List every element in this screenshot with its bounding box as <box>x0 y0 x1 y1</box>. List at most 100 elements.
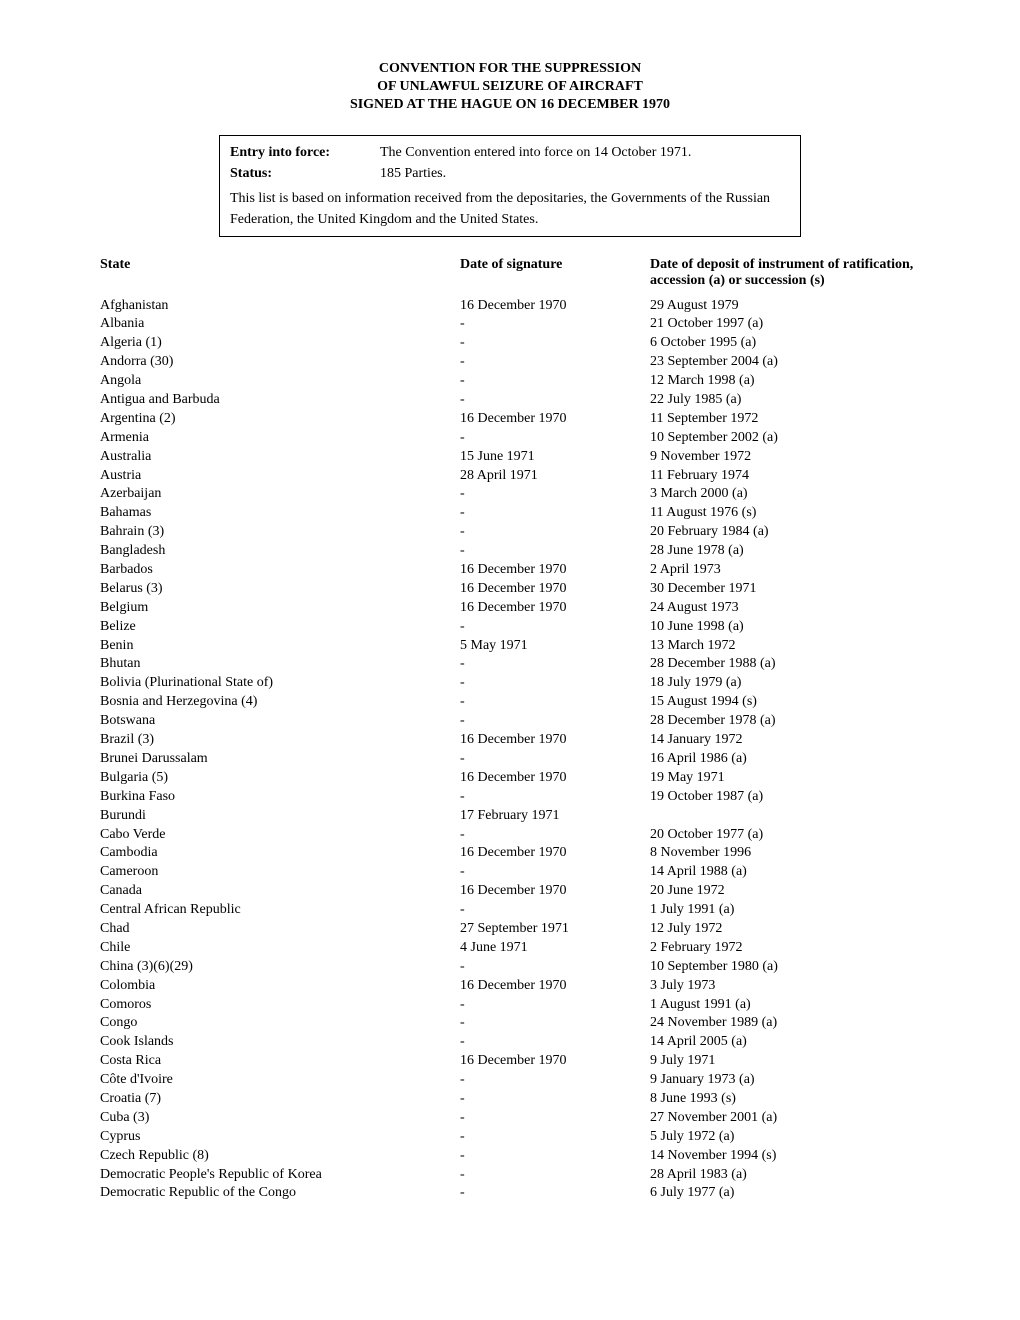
cell-deposit: 11 August 1976 (s) <box>650 504 920 523</box>
cell-signature: - <box>460 523 650 542</box>
cell-deposit: 14 November 1994 (s) <box>650 1147 920 1166</box>
cell-signature: 16 December 1970 <box>460 1052 650 1071</box>
cell-deposit: 24 November 1989 (a) <box>650 1014 920 1033</box>
cell-state: Belize <box>100 618 460 637</box>
cell-signature: 16 December 1970 <box>460 882 650 901</box>
document-title: CONVENTION FOR THE SUPPRESSION OF UNLAWF… <box>100 60 920 115</box>
cell-signature: 16 December 1970 <box>460 410 650 429</box>
table-row: Burkina Faso-19 October 1987 (a) <box>100 788 920 807</box>
table-row: Bangladesh-28 June 1978 (a) <box>100 542 920 561</box>
table-row: Bulgaria (5)16 December 197019 May 1971 <box>100 769 920 788</box>
table-row: China (3)(6)(29)-10 September 1980 (a) <box>100 958 920 977</box>
title-line-1: CONVENTION FOR THE SUPPRESSION <box>100 60 920 78</box>
table-row: Austria28 April 197111 February 1974 <box>100 467 920 486</box>
cell-signature: - <box>460 542 650 561</box>
cell-state: Bangladesh <box>100 542 460 561</box>
cell-signature: - <box>460 315 650 334</box>
cell-state: Cuba (3) <box>100 1109 460 1128</box>
cell-deposit: 28 December 1988 (a) <box>650 655 920 674</box>
cell-signature: 16 December 1970 <box>460 561 650 580</box>
cell-deposit: 3 July 1973 <box>650 977 920 996</box>
cell-state: Costa Rica <box>100 1052 460 1071</box>
table-row: Congo-24 November 1989 (a) <box>100 1014 920 1033</box>
cell-signature: - <box>460 485 650 504</box>
cell-deposit: 10 September 1980 (a) <box>650 958 920 977</box>
cell-state: Cabo Verde <box>100 826 460 845</box>
table-row: Belgium16 December 197024 August 1973 <box>100 599 920 618</box>
table-body: Afghanistan16 December 197029 August 197… <box>100 297 920 1204</box>
entry-into-force-value: The Convention entered into force on 14 … <box>380 142 790 163</box>
cell-deposit: 1 August 1991 (a) <box>650 996 920 1015</box>
table-row: Canada16 December 197020 June 1972 <box>100 882 920 901</box>
cell-deposit: 24 August 1973 <box>650 599 920 618</box>
cell-signature: - <box>460 788 650 807</box>
cell-deposit: 11 February 1974 <box>650 467 920 486</box>
cell-state: Bahrain (3) <box>100 523 460 542</box>
cell-deposit: 19 May 1971 <box>650 769 920 788</box>
cell-deposit: 12 July 1972 <box>650 920 920 939</box>
cell-deposit: 16 April 1986 (a) <box>650 750 920 769</box>
cell-deposit: 18 July 1979 (a) <box>650 674 920 693</box>
cell-signature: - <box>460 504 650 523</box>
cell-signature: - <box>460 1109 650 1128</box>
table-row: Brunei Darussalam-16 April 1986 (a) <box>100 750 920 769</box>
table-row: Côte d'Ivoire-9 January 1973 (a) <box>100 1071 920 1090</box>
cell-signature: 16 December 1970 <box>460 769 650 788</box>
cell-signature: 16 December 1970 <box>460 977 650 996</box>
cell-state: Burundi <box>100 807 460 826</box>
entry-into-force-row: Entry into force: The Convention entered… <box>230 142 790 163</box>
table-row: Chile4 June 19712 February 1972 <box>100 939 920 958</box>
cell-state: Australia <box>100 448 460 467</box>
cell-deposit: 9 January 1973 (a) <box>650 1071 920 1090</box>
cell-signature: - <box>460 712 650 731</box>
cell-signature: - <box>460 391 650 410</box>
table-row: Costa Rica16 December 19709 July 1971 <box>100 1052 920 1071</box>
status-row: Status: 185 Parties. <box>230 163 790 184</box>
cell-signature: - <box>460 1090 650 1109</box>
cell-deposit: 10 June 1998 (a) <box>650 618 920 637</box>
cell-deposit: 14 January 1972 <box>650 731 920 750</box>
cell-signature: - <box>460 750 650 769</box>
cell-state: Bolivia (Plurinational State of) <box>100 674 460 693</box>
cell-state: Canada <box>100 882 460 901</box>
table-row: Australia15 June 19719 November 1972 <box>100 448 920 467</box>
table-row: Antigua and Barbuda-22 July 1985 (a) <box>100 391 920 410</box>
entry-into-force-label: Entry into force: <box>230 142 380 163</box>
cell-deposit: 13 March 1972 <box>650 637 920 656</box>
cell-state: Cameroon <box>100 863 460 882</box>
cell-signature: 16 December 1970 <box>460 844 650 863</box>
cell-deposit <box>650 807 920 826</box>
cell-state: Algeria (1) <box>100 334 460 353</box>
cell-deposit: 9 November 1972 <box>650 448 920 467</box>
cell-state: Côte d'Ivoire <box>100 1071 460 1090</box>
table-row: Croatia (7)-8 June 1993 (s) <box>100 1090 920 1109</box>
cell-state: Cyprus <box>100 1128 460 1147</box>
table-row: Democratic People's Republic of Korea-28… <box>100 1166 920 1185</box>
table-header-row: State Date of signature Date of deposit … <box>100 257 920 289</box>
cell-signature: - <box>460 1166 650 1185</box>
cell-state: Brunei Darussalam <box>100 750 460 769</box>
table-row: Belize-10 June 1998 (a) <box>100 618 920 637</box>
cell-deposit: 19 October 1987 (a) <box>650 788 920 807</box>
cell-state: Comoros <box>100 996 460 1015</box>
cell-state: Democratic People's Republic of Korea <box>100 1166 460 1185</box>
table-row: Colombia16 December 19703 July 1973 <box>100 977 920 996</box>
table-row: Bahamas-11 August 1976 (s) <box>100 504 920 523</box>
cell-state: Bulgaria (5) <box>100 769 460 788</box>
cell-deposit: 14 April 1988 (a) <box>650 863 920 882</box>
header-deposit: Date of deposit of instrument of ratific… <box>650 257 920 289</box>
cell-signature: 16 December 1970 <box>460 580 650 599</box>
cell-state: Antigua and Barbuda <box>100 391 460 410</box>
table-row: Central African Republic-1 July 1991 (a) <box>100 901 920 920</box>
table-row: Bolivia (Plurinational State of)-18 July… <box>100 674 920 693</box>
cell-state: Angola <box>100 372 460 391</box>
table-row: Comoros-1 August 1991 (a) <box>100 996 920 1015</box>
table-row: Albania-21 October 1997 (a) <box>100 315 920 334</box>
cell-signature: - <box>460 958 650 977</box>
cell-signature: - <box>460 1128 650 1147</box>
cell-deposit: 28 December 1978 (a) <box>650 712 920 731</box>
cell-deposit: 5 July 1972 (a) <box>650 1128 920 1147</box>
cell-deposit: 29 August 1979 <box>650 297 920 316</box>
cell-deposit: 22 July 1985 (a) <box>650 391 920 410</box>
cell-state: Bosnia and Herzegovina (4) <box>100 693 460 712</box>
